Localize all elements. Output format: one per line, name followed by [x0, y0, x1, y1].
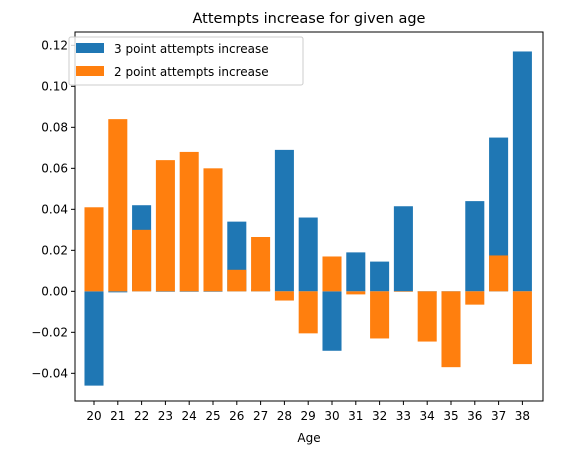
- bar-2pt-35: [441, 291, 460, 367]
- legend-swatch-3pt: [76, 43, 104, 53]
- x-tick-label: 24: [182, 409, 197, 423]
- bar-3pt-36: [465, 201, 484, 291]
- legend-swatch-2pt: [76, 66, 104, 76]
- bar-3pt-30: [322, 291, 341, 350]
- y-tick-label: 0.06: [41, 161, 68, 175]
- chart-title: Attempts increase for given age: [193, 11, 426, 27]
- x-tick-label: 27: [253, 409, 268, 423]
- y-tick-label: 0.02: [41, 243, 68, 257]
- bar-2pt-20: [84, 207, 103, 291]
- y-tick-label: −0.02: [31, 325, 68, 339]
- x-tick-label: 32: [372, 409, 387, 423]
- y-tick-label: 0.10: [41, 79, 68, 93]
- bar-3pt-24: [180, 291, 199, 292]
- bar-3pt-28: [275, 150, 294, 291]
- bar-3pt-32: [370, 262, 389, 292]
- x-tick-label: 33: [396, 409, 411, 423]
- bar-2pt-38: [513, 291, 532, 364]
- bar-3pt-23: [156, 291, 175, 292]
- bar-3pt-21: [108, 291, 127, 292]
- bar-3pt-31: [346, 252, 365, 291]
- y-tick-label: 0.08: [41, 120, 68, 134]
- bar-2pt-25: [203, 168, 222, 291]
- x-tick-label: 35: [443, 409, 458, 423]
- y-tick-label: 0.00: [41, 284, 68, 298]
- x-tick-label: 20: [86, 409, 101, 423]
- y-tick-label: 0.12: [41, 38, 68, 52]
- bar-2pt-33: [394, 291, 413, 292]
- bar-2pt-27: [251, 237, 270, 291]
- bar-2pt-24: [180, 152, 199, 291]
- y-tick-label: 0.04: [41, 202, 68, 216]
- x-tick-label: 23: [158, 409, 173, 423]
- bar-2pt-30: [322, 256, 341, 291]
- x-tick-label: 36: [467, 409, 482, 423]
- bar-2pt-32: [370, 291, 389, 338]
- x-tick-label: 21: [110, 409, 125, 423]
- x-tick-label: 29: [301, 409, 316, 423]
- x-tick-label: 38: [515, 409, 530, 423]
- bar-2pt-21: [108, 119, 127, 291]
- bar-2pt-28: [275, 291, 294, 300]
- x-tick-label: 31: [348, 409, 363, 423]
- x-tick-label: 30: [324, 409, 339, 423]
- x-tick-label: 28: [277, 409, 292, 423]
- x-axis-label: Age: [297, 431, 320, 445]
- x-tick-label: 34: [420, 409, 435, 423]
- bar-2pt-37: [489, 255, 508, 291]
- bar-2pt-22: [132, 230, 151, 292]
- legend-label-3pt: 3 point attempts increase: [114, 42, 269, 56]
- bar-3pt-29: [299, 218, 318, 292]
- bar-2pt-29: [299, 291, 318, 333]
- bar-2pt-31: [346, 291, 365, 294]
- bar-3pt-20: [84, 291, 103, 385]
- bar-3pt-25: [203, 291, 222, 292]
- x-tick-label: 37: [491, 409, 506, 423]
- bar-3pt-33: [394, 206, 413, 291]
- bar-2pt-23: [156, 160, 175, 291]
- bar-2pt-36: [465, 291, 484, 304]
- y-tick-label: −0.04: [31, 366, 68, 380]
- x-tick-label: 22: [134, 409, 149, 423]
- x-tick-label: 25: [205, 409, 220, 423]
- legend: 3 point attempts increase 2 point attemp…: [69, 37, 303, 85]
- bar-2pt-34: [418, 291, 437, 341]
- bar-3pt-38: [513, 51, 532, 291]
- bar-2pt-26: [227, 270, 246, 292]
- x-tick-label: 26: [229, 409, 244, 423]
- legend-label-2pt: 2 point attempts increase: [114, 65, 269, 79]
